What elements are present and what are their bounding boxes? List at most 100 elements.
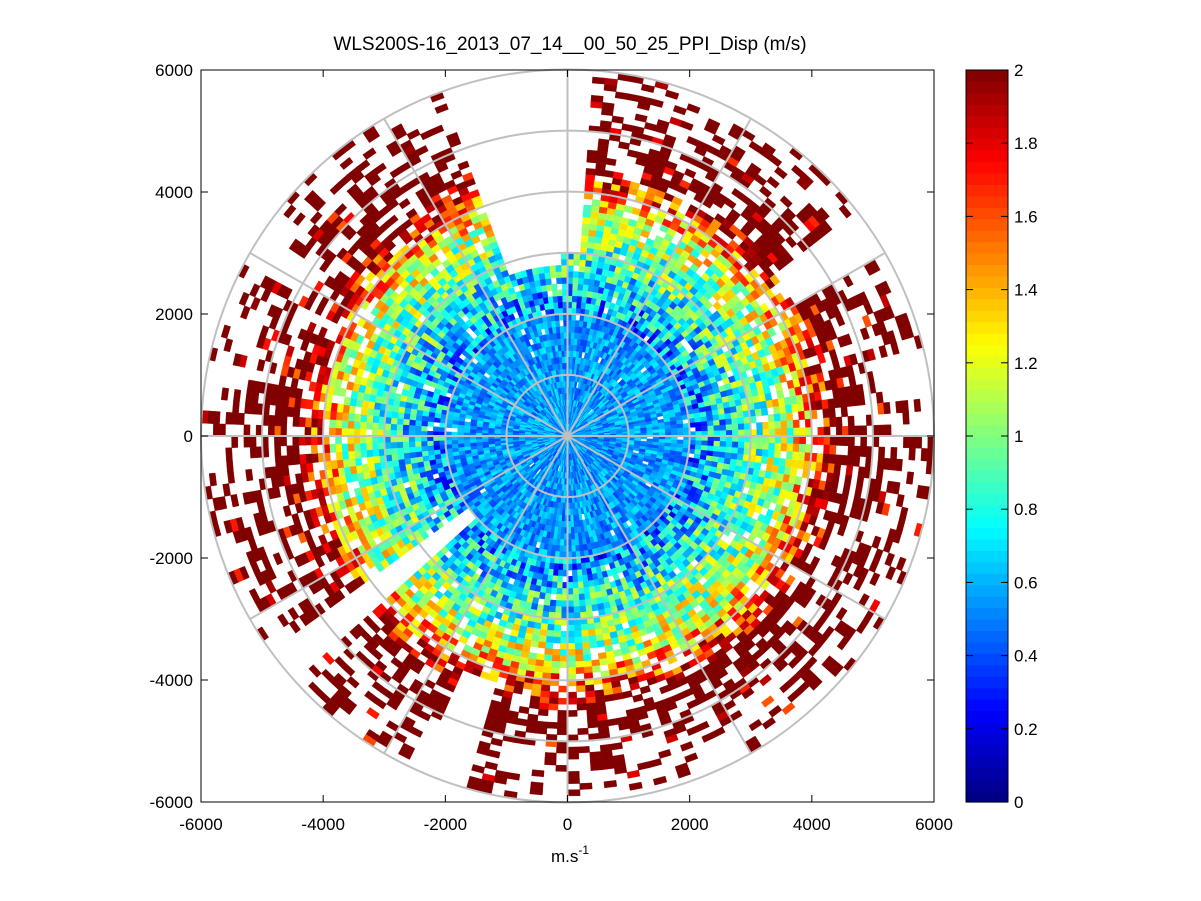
data-cell [551, 654, 561, 662]
data-cell [585, 259, 593, 268]
data-cell [567, 710, 578, 717]
data-cell [576, 569, 583, 577]
data-cell [878, 424, 886, 437]
data-cell [813, 391, 822, 402]
data-cell [543, 598, 551, 607]
data-cell [767, 449, 775, 458]
data-cell [774, 382, 783, 392]
data-cell [835, 426, 843, 437]
data-cell [589, 591, 597, 600]
data-cell [576, 295, 583, 303]
data-cell [490, 737, 503, 747]
data-cell [786, 420, 794, 429]
data-cell [571, 301, 578, 309]
data-cell [902, 411, 910, 425]
data-cell [774, 442, 782, 452]
data-cells [200, 73, 935, 799]
data-cell [550, 666, 560, 675]
data-cell [581, 222, 591, 230]
data-cell [557, 722, 568, 730]
data-cell [576, 563, 582, 571]
data-cell [552, 636, 561, 644]
data-cell [528, 701, 540, 710]
data-cell [823, 435, 831, 446]
data-cell [575, 666, 585, 675]
data-cell [559, 545, 564, 553]
data-cell [560, 533, 565, 540]
data-cell [539, 690, 550, 698]
data-cell [554, 606, 562, 614]
data-cell [570, 332, 575, 339]
data-cell [570, 527, 575, 534]
data-cell [822, 408, 830, 419]
data-cell [585, 702, 597, 711]
data-cell [556, 581, 563, 589]
data-cell [567, 673, 577, 681]
data-cell [718, 413, 726, 421]
data-cell [573, 520, 578, 528]
data-cell [626, 769, 641, 779]
data-cell [550, 587, 558, 595]
data-cell [644, 122, 657, 132]
data-cell [700, 416, 708, 423]
data-cell [585, 696, 596, 704]
data-cell [731, 447, 739, 455]
data-cell [597, 138, 610, 147]
data-cell [579, 782, 593, 790]
data-cell [890, 447, 898, 460]
data-cell [548, 703, 559, 711]
data-cell [626, 149, 639, 159]
data-cell [835, 416, 843, 427]
data-cell [557, 716, 568, 723]
data-cell [665, 160, 678, 171]
data-cell [873, 548, 884, 562]
data-cell [712, 451, 720, 458]
data-cell [787, 427, 794, 437]
data-cell [567, 630, 575, 638]
data-cell [556, 728, 568, 736]
data-cell [845, 465, 854, 477]
data-cell [546, 629, 555, 638]
data-cell [671, 196, 683, 206]
data-cell [780, 428, 788, 437]
data-cell [640, 83, 655, 93]
data-cell [772, 406, 781, 415]
data-cell [529, 787, 544, 796]
data-cell [567, 661, 576, 669]
data-cell [518, 706, 530, 715]
data-cell [581, 568, 588, 576]
data-cell [793, 435, 800, 445]
data-cell [607, 718, 619, 727]
data-cell [779, 412, 788, 422]
data-cell [792, 451, 800, 461]
data-cell [695, 426, 703, 432]
data-cell [540, 623, 548, 631]
data-cell [736, 411, 744, 419]
data-cell [574, 532, 579, 540]
data-cell [774, 428, 782, 437]
data-cell [548, 691, 559, 699]
data-cell [664, 89, 680, 100]
data-cell [762, 428, 770, 437]
data-cell [610, 742, 623, 751]
data-cell [780, 420, 788, 429]
data-cell [798, 451, 806, 462]
data-cell [557, 563, 564, 571]
data-cell [577, 283, 584, 291]
data-cell [578, 746, 590, 754]
data-cell [551, 648, 561, 656]
data-cell [591, 603, 599, 612]
data-cell [670, 424, 678, 430]
data-cell [553, 630, 561, 638]
data-cell [768, 154, 783, 168]
data-cell [869, 572, 881, 586]
data-cell [582, 210, 592, 218]
data-cell [555, 764, 568, 772]
data-cell [650, 98, 664, 108]
data-cell [877, 402, 885, 415]
data-cell [659, 684, 671, 695]
data-cell [548, 605, 556, 613]
data-cell [725, 446, 733, 454]
data-cell [580, 629, 589, 638]
